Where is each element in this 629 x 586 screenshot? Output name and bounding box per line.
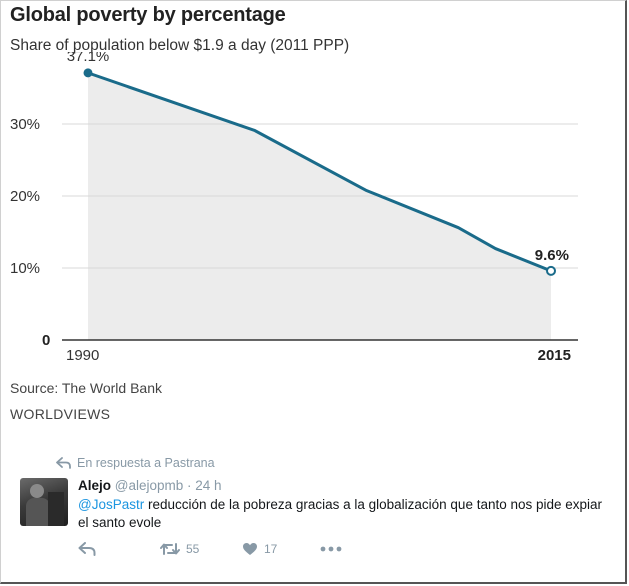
- series-line: [87, 71, 552, 273]
- brand-label: WORLDVIEWS: [10, 406, 111, 422]
- avatar[interactable]: [20, 478, 68, 526]
- reply-button[interactable]: [78, 542, 160, 556]
- x-tick-label-end: 2015: [538, 347, 571, 364]
- reply-icon: [78, 542, 96, 556]
- data-point-start: [83, 68, 93, 78]
- retweet-icon: [160, 543, 180, 555]
- chart-subtitle: Share of population below $1.9 a day (20…: [10, 37, 350, 54]
- y-tick-label: 20%: [10, 188, 40, 205]
- chart-source: Source: The World Bank: [10, 380, 163, 396]
- retweet-button[interactable]: 55: [160, 542, 242, 556]
- data-point-end: [546, 265, 556, 276]
- more-icon: [320, 546, 342, 552]
- user-name[interactable]: Alejo: [78, 478, 112, 493]
- tweet[interactable]: En respuesta a Pastrana Alejo @alejopmb …: [0, 448, 620, 578]
- avatar-body: [26, 498, 50, 526]
- data-label-start: 37.1%: [67, 52, 110, 65]
- y-tick-label-zero: 0: [42, 332, 50, 349]
- heart-icon: [243, 543, 257, 555]
- poverty-area-chart: 10% 20% 30% 0 1990 2015 37.1% 9.6%: [10, 52, 578, 364]
- tweet-body: reducción de la pobreza gracias a la glo…: [78, 497, 603, 530]
- reply-context-text: En respuesta a Pastrana: [77, 456, 215, 470]
- tweet-text: @JosPastr reducción de la pobreza gracia…: [78, 496, 608, 532]
- chart-card: Global poverty by percentage Share of po…: [10, 4, 578, 422]
- tweet-header: Alejo @alejopmb · 24 h: [78, 478, 222, 493]
- mention-link[interactable]: @JosPastr: [78, 497, 145, 512]
- area-fill: [88, 72, 551, 340]
- avatar-head: [30, 484, 44, 498]
- reply-context[interactable]: En respuesta a Pastrana: [56, 456, 215, 470]
- reply-arrow-icon: [56, 457, 71, 469]
- chart-title: Global poverty by percentage: [10, 4, 286, 26]
- retweet-count: 55: [186, 542, 200, 556]
- data-label-end: 9.6%: [535, 247, 569, 264]
- x-tick-label-start: 1990: [66, 347, 99, 364]
- tweet-actions: 55 17: [78, 542, 342, 556]
- like-count: 17: [264, 542, 278, 556]
- avatar-shadow: [48, 492, 64, 526]
- user-handle[interactable]: @alejopmb: [114, 478, 184, 493]
- more-button[interactable]: [320, 546, 342, 552]
- tweet-time[interactable]: · 24 h: [187, 478, 222, 493]
- like-button[interactable]: 17: [242, 542, 320, 556]
- y-tick-label: 10%: [10, 260, 40, 277]
- y-tick-label: 30%: [10, 116, 40, 133]
